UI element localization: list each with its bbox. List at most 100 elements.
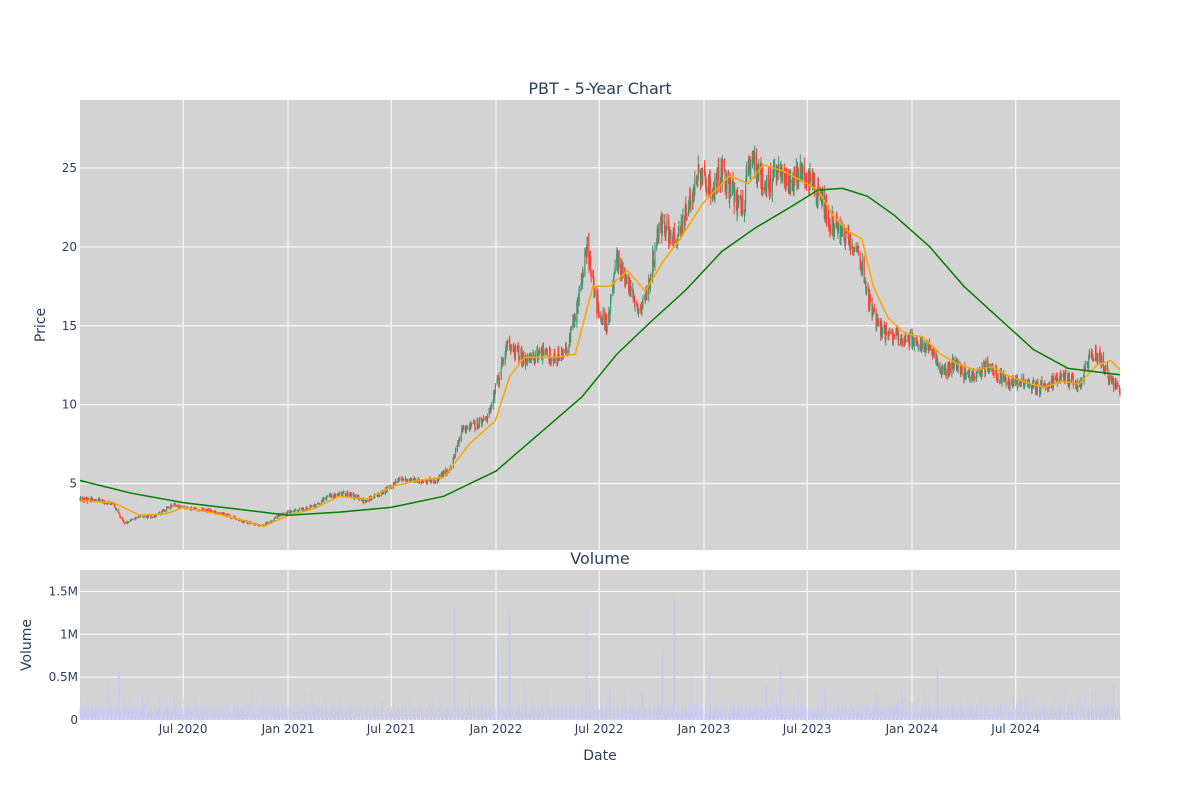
candle-body [745,174,747,185]
price-y-tick-label: 20 [62,240,77,254]
candle-body [1066,374,1069,382]
candle-body [366,499,368,502]
candle-body [537,347,539,360]
candle-body [365,501,367,503]
candle-body [936,356,938,360]
price-y-tick-label: 15 [62,319,77,333]
candle-body [1061,376,1063,377]
candle-body [988,367,990,374]
candle-body [399,478,401,480]
candle-body [441,472,443,476]
candle-body [1085,362,1087,365]
candle-body [171,506,173,508]
candle-body [366,498,368,500]
candle-body [223,513,225,515]
candle-body [470,423,473,425]
candle-body [95,499,98,501]
candle-body [857,246,860,250]
candle-body [909,333,911,346]
candle-body [367,498,369,502]
candle-body [83,497,85,503]
candle-body [554,357,556,359]
candle-body [793,171,795,194]
x-tick-label: Jan 2024 [885,722,939,736]
x-tick-label: Jul 2022 [574,722,624,736]
candle-body [473,421,475,423]
candle-body [565,345,567,347]
candle-body [130,519,132,521]
candle-body [1113,380,1115,390]
candlesticks [79,145,1121,527]
candle-body [919,347,921,348]
candle-body [332,496,335,499]
candle-body [995,367,997,377]
candle-body [458,439,460,447]
candle-body [626,276,628,280]
candle-body [494,392,496,400]
candle-body [277,515,279,519]
candle-body [735,190,738,211]
candle-body [718,166,720,187]
candle-body [1065,370,1067,373]
candle-body [549,347,551,364]
candle-body [510,347,512,351]
candle-body [711,193,714,201]
candle-body [358,496,360,499]
candle-body [754,151,756,170]
candle-body [723,167,726,168]
candle-body [943,366,946,374]
candle-body [294,509,296,512]
candle-body [193,507,196,509]
candle-body [897,331,899,333]
candle-body [600,316,602,321]
candle-body [203,509,205,511]
candle-body [829,222,831,233]
candle-body [707,181,710,193]
candle-body [616,253,618,267]
candle-body [913,340,915,347]
candle-body [743,209,746,215]
candle-body [578,298,580,307]
candle-body [454,454,456,457]
candle-body [289,510,291,514]
candle-body [273,520,275,522]
candle-body [710,197,712,199]
candle-body [1105,364,1107,372]
candle-body [1043,383,1045,385]
candle-body [771,182,773,196]
candle-body [561,348,563,356]
candle-body [721,159,723,187]
candle-body [597,302,600,313]
candle-body [437,478,440,482]
candle-body [385,491,388,493]
candle-body [1003,373,1005,381]
candle-body [988,368,991,370]
candle-body [250,523,252,525]
candle-body [832,219,834,238]
candle-body [506,341,508,348]
candle-body [985,359,987,365]
candle-body [283,512,285,514]
candle-body [201,508,204,510]
candle-body [981,364,983,376]
candle-body [729,176,731,193]
candle-body [570,328,572,342]
candle-body [1045,387,1047,388]
volume-y-tick-label: 1.5M [49,584,78,598]
candle-body [947,365,949,378]
candle-body [881,324,883,336]
candle-body [713,187,715,190]
candle-body [716,169,718,188]
candle-body [634,305,636,306]
candle-body [620,264,622,277]
candle-body [99,499,102,501]
candle-body [673,227,675,243]
candle-body [877,318,879,325]
candle-body [865,280,867,293]
candle-body [861,268,863,273]
candle-body [1092,357,1094,359]
candle-body [219,513,221,514]
candle-body [165,509,167,512]
candle-body [584,252,586,275]
candle-body [883,325,885,329]
